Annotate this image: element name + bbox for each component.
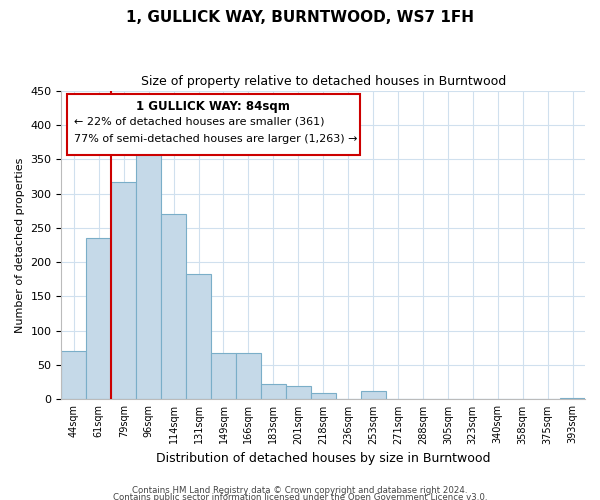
Title: Size of property relative to detached houses in Burntwood: Size of property relative to detached ho…: [140, 75, 506, 88]
Bar: [86, 238, 111, 400]
Bar: [311, 392, 335, 400]
Bar: [286, 386, 311, 400]
Text: 1, GULLICK WAY, BURNTWOOD, WS7 1FH: 1, GULLICK WAY, BURNTWOOD, WS7 1FH: [126, 10, 474, 25]
Bar: [186, 274, 211, 400]
Text: 77% of semi-detached houses are larger (1,263) →: 77% of semi-detached houses are larger (…: [74, 134, 358, 144]
Y-axis label: Number of detached properties: Number of detached properties: [15, 158, 25, 332]
X-axis label: Distribution of detached houses by size in Burntwood: Distribution of detached houses by size …: [156, 452, 490, 465]
Text: Contains public sector information licensed under the Open Government Licence v3: Contains public sector information licen…: [113, 494, 487, 500]
Text: Contains HM Land Registry data © Crown copyright and database right 2024.: Contains HM Land Registry data © Crown c…: [132, 486, 468, 495]
Text: ← 22% of detached houses are smaller (361): ← 22% of detached houses are smaller (36…: [74, 117, 325, 127]
FancyBboxPatch shape: [67, 94, 360, 156]
Text: 1 GULLICK WAY: 84sqm: 1 GULLICK WAY: 84sqm: [136, 100, 290, 113]
Bar: [211, 353, 236, 400]
Bar: [261, 384, 286, 400]
Bar: [136, 146, 161, 400]
Bar: [111, 182, 136, 400]
Bar: [560, 398, 585, 400]
Bar: [61, 352, 86, 400]
Bar: [361, 391, 386, 400]
Bar: [236, 353, 261, 400]
Bar: [161, 214, 186, 400]
